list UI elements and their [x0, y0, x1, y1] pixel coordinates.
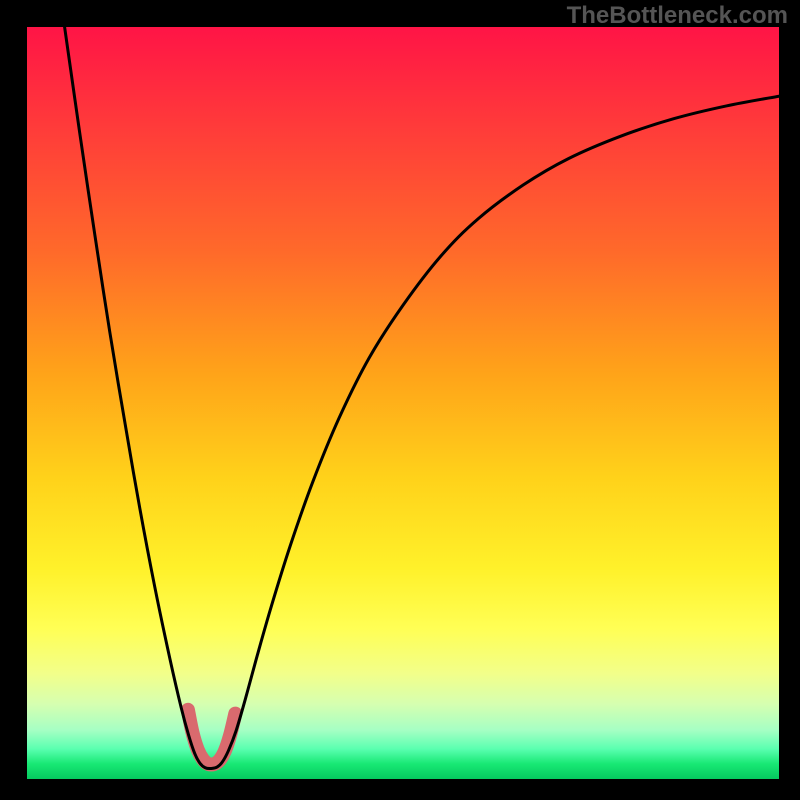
bottleneck-curve — [65, 27, 779, 769]
watermark-text: TheBottleneck.com — [567, 2, 788, 30]
plot-area — [27, 27, 779, 779]
curve-layer — [27, 27, 779, 779]
